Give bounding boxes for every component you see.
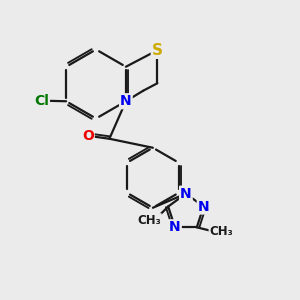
Text: CH₃: CH₃	[209, 225, 233, 238]
Text: CH₃: CH₃	[137, 214, 161, 227]
Text: N: N	[180, 187, 192, 201]
Text: S: S	[152, 43, 163, 58]
Text: N: N	[169, 220, 181, 234]
Text: N: N	[198, 200, 209, 214]
Text: Cl: Cl	[34, 94, 49, 108]
Text: O: O	[82, 129, 94, 143]
Text: N: N	[120, 94, 132, 108]
